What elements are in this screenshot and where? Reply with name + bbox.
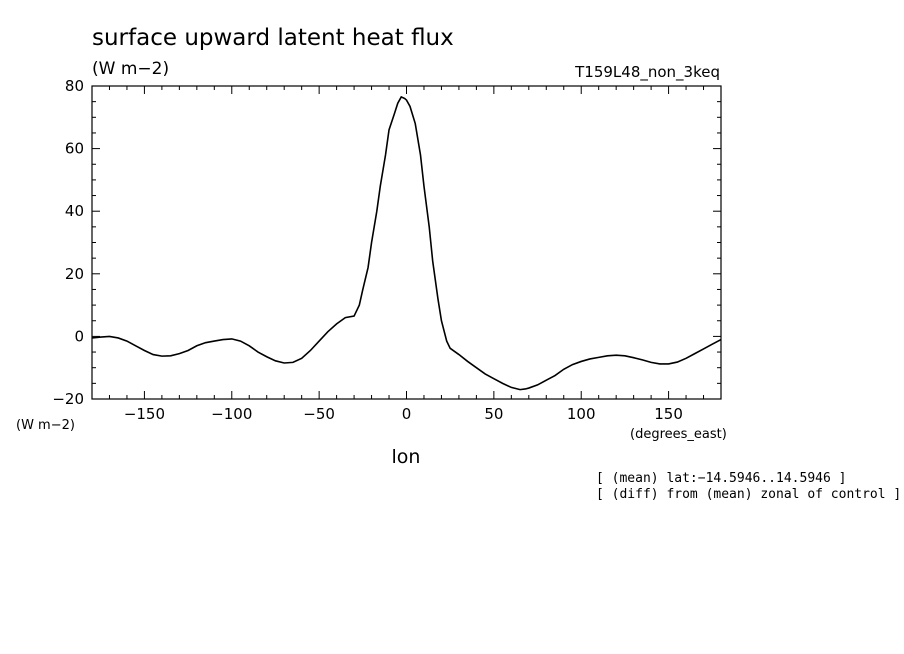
- series-line: [91, 95, 722, 391]
- y-axis-ticks: −20 0 20 40 60 80: [52, 77, 721, 408]
- x-tick-label: 100: [567, 405, 596, 423]
- y-tick-label: 0: [74, 327, 84, 345]
- run-label: T159L48_non_3keq: [574, 63, 720, 82]
- x-tick-label: −50: [303, 405, 335, 423]
- y-tick-label: −20: [52, 390, 84, 408]
- y-tick-label: 80: [65, 77, 84, 95]
- x-tick-label: 0: [402, 405, 412, 423]
- x-tick-label: 50: [484, 405, 503, 423]
- x-tick-label: −100: [211, 405, 252, 423]
- x-axis-ticks: −150 −100 −50 0 50 100 150: [124, 86, 683, 423]
- minor-ticks: [91, 86, 722, 399]
- x-axis-label: lon: [392, 446, 421, 468]
- y-tick-label: 40: [65, 202, 84, 220]
- title-units: (W m−2): [92, 59, 169, 79]
- x-tick-label: 150: [654, 405, 683, 423]
- y-tick-label: 20: [65, 265, 84, 283]
- annotation-diff: [ (diff) from (mean) zonal of control ]: [596, 487, 901, 502]
- x-tick-label: −150: [124, 405, 165, 423]
- y-axis-units: (W m−2): [16, 418, 75, 433]
- chart-title: surface upward latent heat flux: [92, 25, 454, 51]
- annotation-latitude: [ (mean) lat:−14.5946..14.5946 ]: [596, 471, 846, 486]
- x-axis-units: (degrees_east): [630, 427, 727, 442]
- y-tick-label: 60: [65, 140, 84, 158]
